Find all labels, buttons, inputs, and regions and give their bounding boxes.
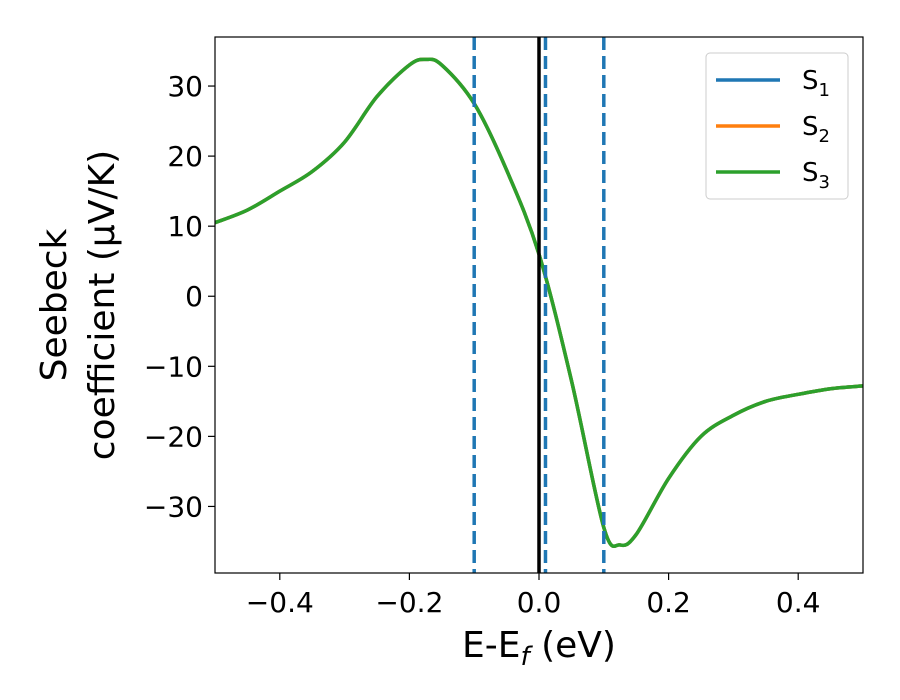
y-tick-label: −10 (144, 350, 203, 383)
x-axis: −0.4 −0.2 0.0 0.2 0.4 (246, 573, 821, 619)
x-tick-label: −0.2 (375, 586, 443, 619)
x-tick-label: 0.4 (776, 586, 821, 619)
legend: S1 S2 S3 (705, 52, 849, 200)
x-axis-label: E-Ef (eV) (462, 625, 616, 672)
y-tick-label: −30 (144, 490, 203, 523)
y-tick-label: 20 (167, 140, 203, 173)
legend-label-s3: S3 (802, 158, 830, 193)
y-axis-label: Seebeck coefficient (μV/K) (34, 150, 123, 460)
plot-area (215, 37, 863, 573)
y-tick-label: 0 (185, 280, 203, 313)
legend-label-s2: S2 (802, 112, 830, 147)
legend-label-s1: S1 (802, 66, 830, 101)
x-tick-label: 0.2 (646, 586, 691, 619)
x-tick-label: −0.4 (246, 586, 314, 619)
y-tick-label: 30 (167, 70, 203, 103)
y-tick-label: −20 (144, 420, 203, 453)
x-tick-label: 0.0 (517, 586, 562, 619)
y-tick-label: 10 (167, 210, 203, 243)
y-axis-label-line2: coefficient (μV/K) (82, 150, 123, 460)
y-axis: 30 20 10 0 −10 −20 −30 (144, 70, 215, 523)
y-axis-label-line1: Seebeck (34, 228, 75, 381)
